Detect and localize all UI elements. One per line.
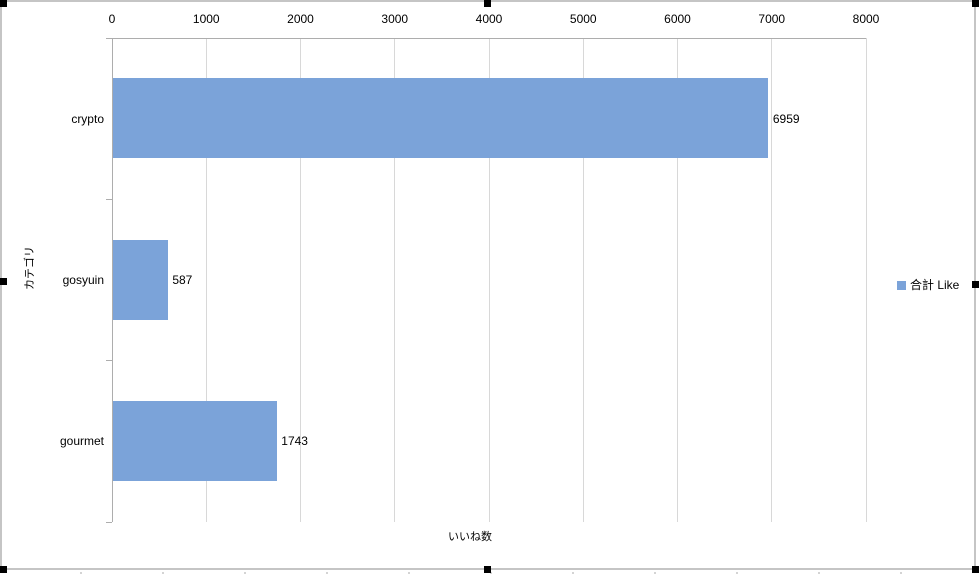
selection-handle-bottom-middle[interactable]: [484, 566, 491, 573]
selection-handle-left-middle[interactable]: [0, 278, 7, 285]
category-label-gourmet[interactable]: gourmet: [59, 434, 104, 449]
selection-handle-top-right[interactable]: [972, 0, 979, 7]
category-axis-tick: [106, 522, 112, 523]
major-gridline: [489, 38, 490, 522]
category-axis-tick: [106, 360, 112, 361]
value-axis-title[interactable]: いいね数: [448, 531, 492, 543]
value-axis-tick-label[interactable]: 1000: [192, 12, 220, 26]
value-axis-tick-label[interactable]: 8000: [852, 12, 880, 26]
major-gridline: [206, 38, 207, 522]
selection-handle-bottom-left[interactable]: [0, 566, 7, 573]
data-label-crypto[interactable]: 6959: [772, 111, 800, 126]
major-gridline: [394, 38, 395, 522]
data-label-gosyuin[interactable]: 587: [172, 273, 193, 287]
category-label-gosyuin[interactable]: gosyuin: [62, 273, 104, 287]
major-gridline: [866, 38, 867, 522]
value-axis-tick-label[interactable]: 6000: [664, 12, 691, 26]
category-label-crypto[interactable]: crypto: [71, 111, 104, 126]
major-gridline: [300, 38, 301, 522]
bar-gourmet[interactable]: [113, 401, 277, 481]
worksheet-gridlines: [0, 572, 979, 574]
bar-gosyuin[interactable]: [113, 240, 168, 320]
legend-label: 合計 Like: [910, 278, 960, 292]
data-label-gourmet[interactable]: 1743: [281, 434, 308, 449]
value-axis-tick-label[interactable]: 5000: [569, 12, 597, 26]
selection-handle-top-middle[interactable]: [484, 0, 491, 7]
selection-handle-bottom-right[interactable]: [972, 566, 979, 573]
selection-handle-top-left[interactable]: [0, 0, 7, 7]
category-axis-tick: [106, 38, 112, 39]
category-axis-title[interactable]: カテゴリ: [24, 246, 36, 290]
category-axis-tick: [106, 199, 112, 200]
value-axis-line: [112, 38, 866, 39]
value-axis-tick-label[interactable]: 7000: [758, 12, 786, 26]
major-gridline: [771, 38, 772, 522]
major-gridline: [677, 38, 678, 522]
value-axis-tick-label[interactable]: 2000: [287, 12, 314, 26]
category-axis-line: [112, 38, 113, 522]
legend-swatch-icon: [897, 280, 906, 290]
selection-handle-right-middle[interactable]: [972, 281, 979, 288]
major-gridline: [583, 38, 584, 522]
value-axis-tick-label[interactable]: 0: [108, 12, 116, 26]
value-axis-tick-label[interactable]: 3000: [381, 12, 409, 26]
legend[interactable]: 合計 Like: [897, 278, 959, 292]
bar-crypto[interactable]: [113, 78, 768, 158]
value-axis-tick-label[interactable]: 4000: [475, 12, 503, 26]
